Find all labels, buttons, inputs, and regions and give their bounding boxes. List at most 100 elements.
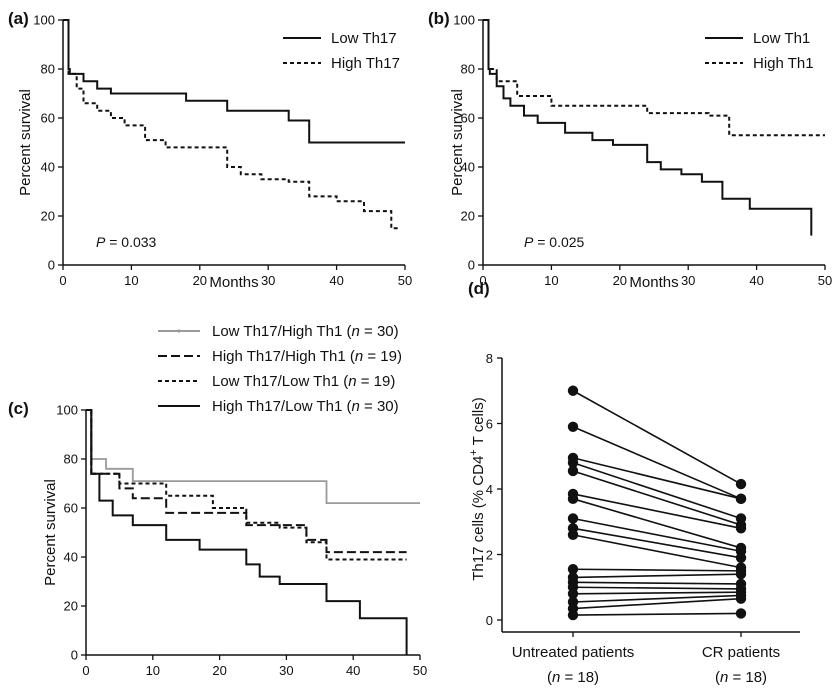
y-tick-label: 80: [64, 452, 78, 467]
point-untreated: [567, 564, 579, 575]
pair-line: [572, 597, 742, 610]
category-label: Untreated patients: [512, 644, 635, 661]
y-tick-label: 8: [486, 351, 493, 366]
survival-curve-0: [86, 409, 420, 504]
point-untreated: [567, 588, 579, 599]
y-tick-label: 60: [41, 111, 55, 126]
pair-line: [572, 573, 742, 579]
point-cr: [735, 493, 747, 505]
legend-label: Low Th17/Low Th1 (n = 19): [212, 373, 395, 390]
p-value: P = 0.033: [96, 234, 157, 250]
panel-b: (b) 0 10 20 30 40 50 0 20 40 60 80 100 Months Percent …: [428, 9, 832, 291]
y-axis-label: Percent survival: [42, 479, 59, 586]
y-tick-label: 0: [486, 613, 493, 628]
point-cr: [735, 568, 747, 580]
y-tick-label: 60: [64, 501, 78, 516]
panel-label: (a): [8, 9, 29, 28]
legend-label: Low Th17: [331, 30, 397, 47]
panel-label: (c): [8, 399, 29, 418]
y-tick-label: 0: [71, 648, 78, 663]
panel-a: (a) 0 10 20 30 40 50 0 20 40 60 80 100 Months Percent …: [8, 9, 412, 291]
panel-d: (d) 0 2 4 6 8 Th17 cells (% CD4+ T cells) Untre…: [468, 279, 800, 686]
pair-line: [572, 493, 742, 530]
point-untreated: [567, 385, 579, 396]
x-tick-label: 20: [613, 273, 627, 288]
point-untreated: [567, 421, 579, 432]
x-tick-label: 50: [413, 663, 427, 678]
pair-line: [572, 457, 742, 500]
y-tick-label: 2: [486, 548, 493, 563]
legend-label: High Th17: [331, 55, 400, 72]
point-untreated: [567, 465, 579, 477]
x-tick-label: 10: [124, 273, 138, 288]
pair-line: [572, 517, 742, 553]
x-tick-label: 0: [479, 273, 486, 288]
y-axis-label: Th17 cells (% CD4+ T cells): [468, 397, 487, 580]
y-tick-label: 40: [41, 160, 55, 175]
pair-line: [572, 591, 742, 595]
x-tick-label: 10: [146, 663, 160, 678]
pair-line: [572, 426, 742, 500]
y-tick-label: 40: [461, 160, 475, 175]
x-tick-label: 40: [749, 273, 763, 288]
category-n: (n = 18): [547, 669, 599, 686]
point-cr: [735, 593, 747, 604]
x-tick-label: 10: [544, 273, 558, 288]
y-tick-label: 100: [33, 13, 55, 28]
pair-line: [572, 586, 742, 590]
survival-curve-1: [86, 409, 407, 554]
pair-line: [572, 568, 742, 572]
y-tick-label: 0: [48, 258, 55, 273]
point-untreated: [567, 457, 579, 468]
pair-line: [572, 534, 742, 569]
y-tick-label: 40: [64, 550, 78, 565]
x-tick-label: 0: [82, 663, 89, 678]
legend-marker: [177, 329, 181, 333]
survival-curve-1: [63, 19, 399, 230]
y-tick-label: 80: [41, 62, 55, 77]
survival-curve-0: [63, 19, 405, 144]
point-untreated: [567, 493, 579, 505]
x-tick-label: 30: [681, 273, 695, 288]
x-axis-label: Months: [209, 274, 258, 291]
survival-curve-3: [86, 409, 408, 655]
pair-line: [572, 527, 742, 559]
panel-c: (c) 0 10 20 30 40 50 0 20 40 60 80 100 Percent surviv…: [8, 323, 427, 678]
survival-curve-2: [86, 409, 407, 561]
y-tick-label: 0: [468, 258, 475, 273]
y-tick-label: 20: [461, 209, 475, 224]
pair-line: [572, 462, 742, 520]
legend-label: High Th1: [753, 55, 814, 72]
y-tick-label: 20: [41, 209, 55, 224]
x-axis-label: Months: [629, 274, 678, 291]
y-tick-label: 80: [461, 62, 475, 77]
point-cr: [735, 523, 747, 534]
pair-line: [572, 498, 742, 549]
legend-label: High Th17/High Th1 (n = 19): [212, 348, 402, 365]
pair-line: [572, 594, 742, 603]
panel-label: (d): [468, 279, 490, 298]
point-untreated: [567, 529, 579, 541]
x-tick-label: 30: [261, 273, 275, 288]
point-untreated: [567, 609, 579, 621]
survival-curve-1: [483, 19, 825, 137]
y-tick-label: 60: [461, 111, 475, 126]
category-n: (n = 18): [715, 669, 767, 686]
x-tick-label: 0: [59, 273, 66, 288]
y-axis-label: Percent survival: [17, 89, 34, 196]
point-cr: [735, 608, 747, 619]
x-tick-label: 40: [329, 273, 343, 288]
pair-line: [572, 390, 742, 485]
point-cr: [735, 552, 747, 563]
panel-label: (b): [428, 9, 450, 28]
legend-label: Low Th1: [753, 30, 810, 47]
y-tick-label: 20: [64, 599, 78, 614]
y-tick-label: 6: [486, 417, 493, 432]
y-tick-label: 100: [56, 403, 78, 418]
survival-curve-0: [483, 19, 813, 236]
y-tick-label: 100: [453, 13, 475, 28]
category-label: CR patients: [702, 644, 780, 661]
x-tick-label: 40: [346, 663, 360, 678]
point-untreated: [567, 513, 579, 524]
x-tick-label: 50: [398, 273, 412, 288]
